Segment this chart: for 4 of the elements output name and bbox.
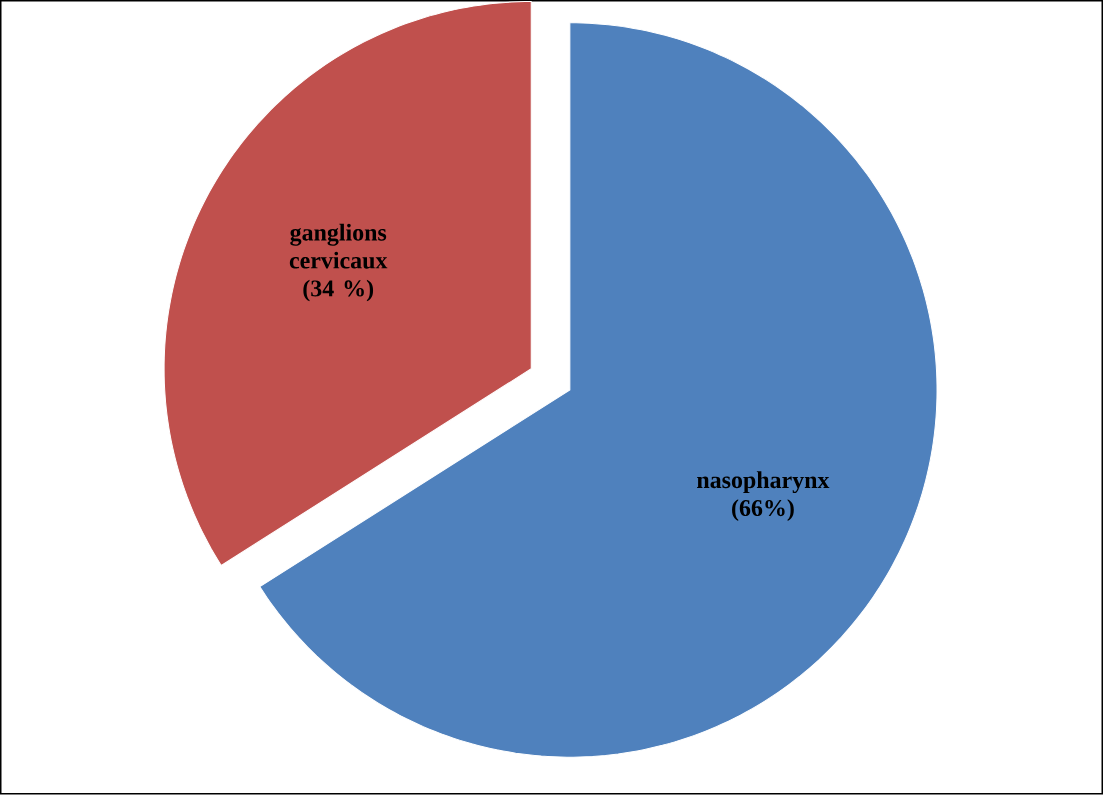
slice-label: nasopharynx <box>697 471 830 494</box>
data-label: (34 %) <box>303 279 374 302</box>
data-label: (66%) <box>732 499 794 522</box>
slice-label: ganglions cervicaux <box>289 223 388 269</box>
